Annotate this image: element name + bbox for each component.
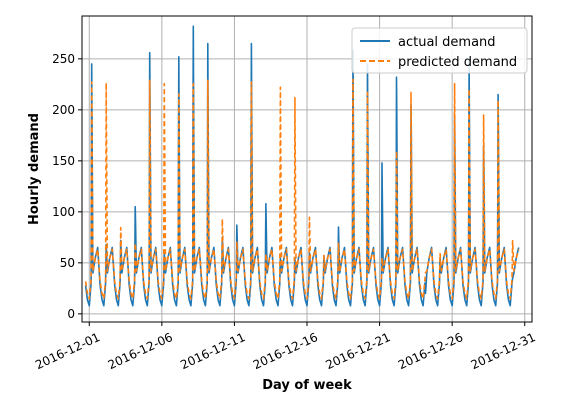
x-tick-label: 2016-12-21 (323, 330, 392, 372)
x-tick-label: 2016-12-31 (469, 330, 538, 372)
x-axis-label: Day of week (262, 378, 352, 393)
x-tick-label: 2016-12-16 (251, 330, 320, 372)
y-tick-label: 150 (52, 154, 75, 168)
legend-box (351, 27, 528, 74)
series-line-predicted (84, 78, 520, 300)
y-tick-label: 100 (52, 205, 75, 219)
legend: actual demand predicted demand (351, 27, 528, 74)
y-axis-label: Hourly demand (27, 113, 42, 225)
x-tick-label: 2016-12-06 (106, 330, 175, 372)
x-tick-label: 2016-12-11 (178, 330, 247, 372)
y-tick-label: 200 (52, 103, 75, 117)
y-tick-label: 250 (52, 52, 75, 66)
legend-actual-label: actual demand (398, 35, 496, 50)
x-tick-label: 2016-12-01 (33, 330, 102, 372)
y-tick-label: 50 (60, 256, 75, 270)
x-tick-label: 2016-12-26 (396, 330, 465, 372)
series-lines (84, 25, 520, 307)
legend-predicted-label: predicted demand (398, 55, 517, 70)
y-tick-label: 0 (67, 307, 75, 321)
